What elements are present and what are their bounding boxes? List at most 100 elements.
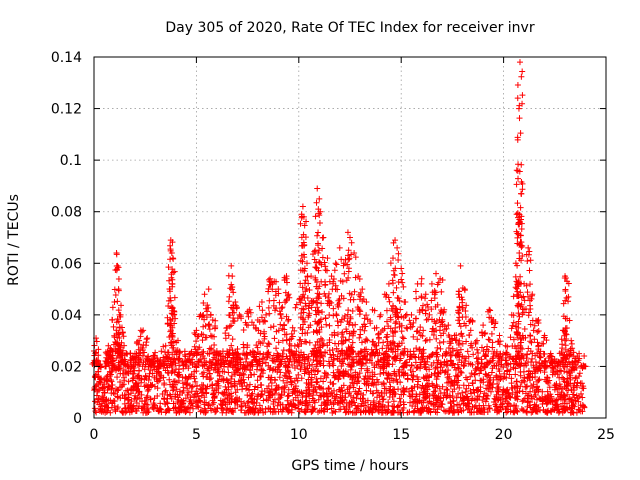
data-point: [119, 408, 126, 415]
data-point: [390, 289, 397, 296]
data-point: [413, 393, 420, 400]
data-point: [348, 239, 355, 246]
data-point: [328, 389, 335, 396]
data-point: [275, 399, 282, 406]
data-point: [496, 368, 503, 375]
data-point: [219, 409, 226, 416]
data-point: [400, 283, 407, 290]
data-point: [428, 280, 435, 287]
data-point: [104, 386, 111, 393]
y-axis-label: ROTI / TECUs: [6, 194, 22, 286]
data-point: [285, 317, 292, 324]
data-point: [440, 338, 447, 345]
data-point: [414, 364, 421, 371]
data-point: [262, 359, 269, 366]
data-point: [507, 394, 514, 401]
data-point: [562, 342, 569, 349]
data-point: [306, 286, 313, 293]
data-point: [493, 372, 500, 379]
data-point: [347, 383, 354, 390]
data-point: [223, 406, 230, 413]
data-point: [151, 395, 158, 402]
data-point: [289, 390, 296, 397]
data-point: [496, 332, 503, 339]
data-point: [351, 409, 358, 416]
data-point: [324, 255, 331, 262]
data-point: [342, 409, 349, 416]
data-point: [572, 375, 579, 382]
data-point: [433, 381, 440, 388]
data-point: [365, 382, 372, 389]
data-point: [374, 394, 381, 401]
data-point: [409, 385, 416, 392]
data-point: [268, 380, 275, 387]
data-point: [426, 336, 433, 343]
data-point: [470, 386, 477, 393]
data-point: [205, 286, 212, 293]
data-point: [183, 408, 190, 415]
data-point: [321, 405, 328, 412]
data-point: [472, 367, 479, 374]
data-point: [332, 260, 339, 267]
data-point: [486, 405, 493, 412]
data-point: [109, 381, 116, 388]
data-point: [112, 406, 119, 413]
data-point: [473, 355, 480, 362]
data-point: [523, 383, 530, 390]
data-point: [182, 353, 189, 360]
data-point: [298, 389, 305, 396]
data-point: [534, 339, 541, 346]
data-point: [567, 374, 574, 381]
data-point: [380, 369, 387, 376]
data-point: [447, 349, 454, 356]
data-point: [119, 370, 126, 377]
data-point: [455, 409, 462, 416]
data-point: [398, 265, 405, 272]
data-point: [579, 394, 586, 401]
data-point: [390, 239, 397, 246]
data-point: [265, 374, 272, 381]
x-tick-label: 10: [290, 427, 308, 443]
data-point: [214, 369, 221, 376]
data-point: [518, 190, 525, 197]
data-point: [321, 408, 328, 415]
data-point: [299, 394, 306, 401]
data-point: [144, 387, 151, 394]
data-point: [424, 301, 431, 308]
data-point: [468, 390, 475, 397]
data-point: [353, 395, 360, 402]
data-point: [413, 315, 420, 322]
data-point: [127, 390, 134, 397]
data-point: [326, 385, 333, 392]
data-point: [495, 384, 502, 391]
data-point: [238, 402, 245, 409]
data-point: [557, 395, 564, 402]
data-point: [502, 396, 509, 403]
data-point: [225, 298, 232, 305]
data-point: [455, 291, 462, 298]
data-point: [238, 398, 245, 405]
data-point: [335, 322, 342, 329]
data-point: [536, 376, 543, 383]
data-point: [418, 275, 425, 282]
data-point: [477, 384, 484, 391]
data-point: [513, 378, 520, 385]
data-point: [576, 370, 583, 377]
data-point: [125, 369, 132, 376]
data-point: [170, 384, 177, 391]
data-point: [471, 371, 478, 378]
data-point: [483, 395, 490, 402]
data-point: [386, 387, 393, 394]
data-point: [380, 339, 387, 346]
data-point: [306, 339, 313, 346]
data-point: [394, 244, 401, 251]
data-points: [89, 59, 589, 416]
data-point: [112, 292, 119, 299]
data-point: [194, 390, 201, 397]
data-point: [228, 372, 235, 379]
data-point: [493, 391, 500, 398]
chart-title: Day 305 of 2020, Rate Of TEC Index for r…: [165, 20, 534, 36]
data-point: [191, 392, 198, 399]
data-point: [155, 407, 162, 414]
data-point: [101, 390, 108, 397]
